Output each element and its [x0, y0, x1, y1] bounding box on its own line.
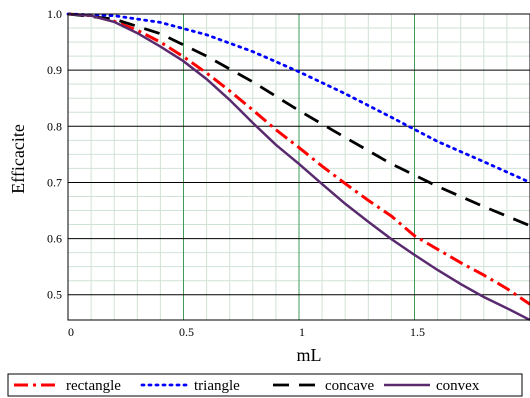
legend-label-concave: concave [325, 378, 374, 394]
legend-box [7, 373, 523, 397]
series-line-triangle [66, 12, 530, 184]
x-tick-label: 0 [68, 325, 74, 339]
y-axis-title: Efficacite [8, 124, 28, 194]
series-layer [66, 12, 530, 322]
plot-border [67, 13, 530, 321]
grid [68, 14, 530, 320]
x-tick-label: 1.5 [410, 325, 425, 339]
y-tick-label: 0.7 [47, 175, 62, 189]
x-tick-label: 1 [299, 325, 305, 339]
y-tick-label: 1.0 [47, 7, 62, 21]
legend-label-triangle: triangle [194, 378, 240, 394]
x-axis-title: mL [297, 345, 322, 365]
series-line-concave [67, 12, 530, 227]
legend-label-convex: convex [436, 378, 480, 394]
y-tick-labels: 0.5 0.6 0.7 0.8 0.9 1.0 [47, 7, 62, 302]
y-tick-label: 0.5 [47, 288, 62, 302]
x-tick-labels: 00.511.52 [68, 325, 425, 339]
series-line-convex [67, 12, 530, 322]
legend: rectangle triangle concave convex [7, 373, 523, 397]
y-tick-label: 0.6 [47, 232, 62, 246]
legend-label-rectangle: rectangle [66, 378, 121, 394]
x-tick-label: 0.5 [179, 325, 194, 339]
series-line-rectangle [67, 12, 530, 306]
y-tick-label: 0.9 [47, 63, 62, 77]
y-tick-label: 0.8 [47, 119, 62, 133]
